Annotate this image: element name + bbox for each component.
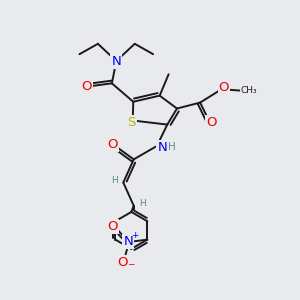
Text: H: H (112, 176, 118, 185)
Text: O: O (118, 256, 128, 269)
Text: N: N (123, 235, 133, 248)
Text: O: O (81, 80, 92, 93)
Text: N: N (111, 55, 121, 68)
Text: H: H (139, 199, 145, 208)
Text: CH₃: CH₃ (241, 86, 257, 95)
Text: O: O (108, 138, 118, 151)
Text: −: − (127, 259, 135, 268)
Text: O: O (219, 81, 229, 94)
Text: O: O (206, 116, 217, 129)
Text: H: H (169, 142, 176, 152)
Text: O: O (108, 220, 118, 233)
Text: S: S (127, 116, 136, 129)
Text: N: N (158, 141, 167, 154)
Text: +: + (131, 231, 139, 240)
